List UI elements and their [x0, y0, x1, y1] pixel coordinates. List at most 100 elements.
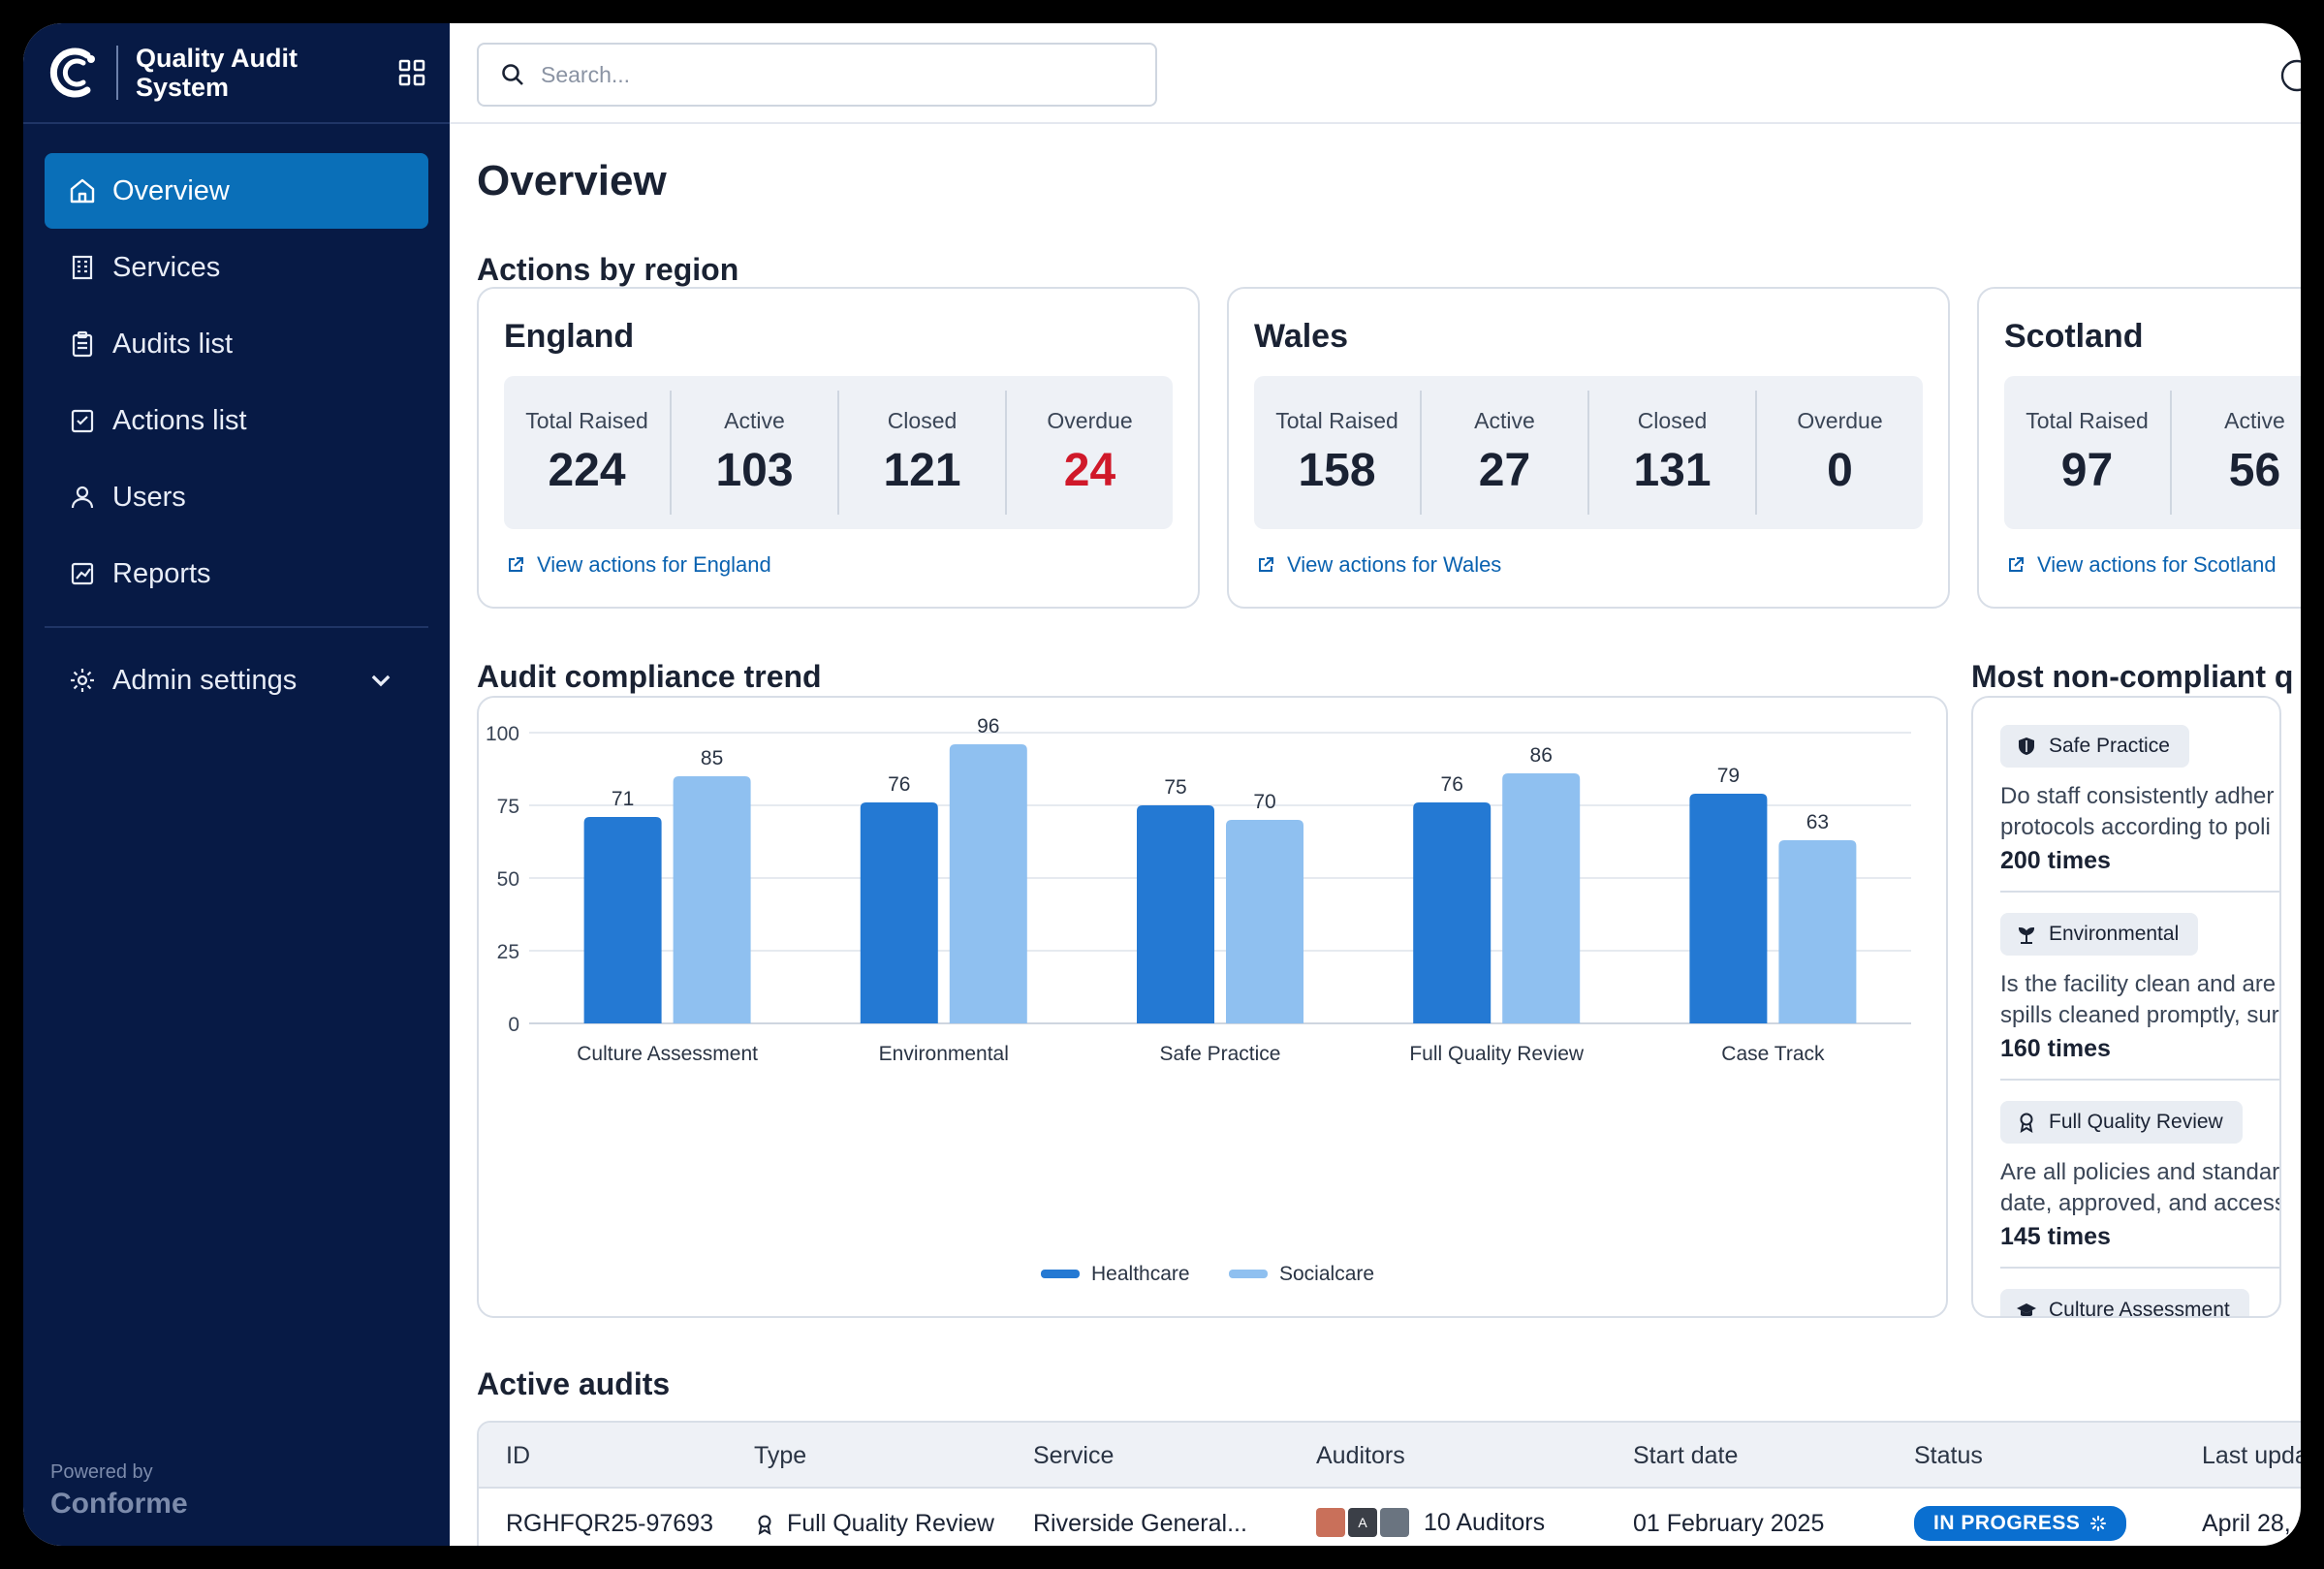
sidebar-item-actions-list[interactable]: Actions list: [45, 383, 428, 458]
category-label: Safe Practice: [2049, 735, 2170, 757]
cell-service: Riverside General...: [1033, 1510, 1247, 1537]
question-line: spills cleaned promptly, sur: [2000, 1002, 2279, 1028]
noncompliant-item[interactable]: Culture Assessment: [2000, 1289, 2279, 1318]
stat-closed: Closed 131: [1587, 391, 1755, 515]
stat-value: 131: [1633, 445, 1712, 496]
bar-healthcare: [1689, 794, 1768, 1023]
stat-label: Total Raised: [1275, 408, 1398, 433]
view-actions-link[interactable]: View actions for England: [506, 552, 771, 578]
grid-menu-icon[interactable]: [397, 58, 426, 87]
status-badge: IN PROGRESS: [1914, 1506, 2127, 1541]
search-input[interactable]: Search...: [477, 43, 1157, 107]
table-row[interactable]: RGHFQR25-97693 Full Quality Review River…: [479, 1489, 2301, 1546]
chevron-down-icon: [371, 675, 391, 687]
column-header-type[interactable]: Type: [754, 1442, 807, 1469]
category-label: Culture Assessment: [2049, 1299, 2230, 1318]
stat-value: 121: [883, 445, 961, 496]
stat-overdue: Overdue 0: [1755, 391, 1923, 515]
sidebar-item-services[interactable]: Services: [45, 230, 428, 305]
help-icon[interactable]: [2279, 58, 2301, 93]
app-title: Quality Audit System: [136, 44, 298, 102]
stat-label: Closed: [887, 408, 958, 433]
auditor-avatars: A: [1316, 1508, 1412, 1537]
compliance-chart-card: 0 25 50 75 100 71 85 Culture Assessment 76 96 Envi…: [477, 696, 1948, 1318]
category-label: Full Quality Review: [2049, 1111, 2223, 1133]
legend-swatch: [1229, 1270, 1268, 1278]
sidebar-item-users[interactable]: Users: [45, 459, 428, 535]
avatar: [1316, 1508, 1345, 1537]
question-line: Is the facility clean and are: [2000, 971, 2277, 997]
stat-value: 103: [715, 445, 794, 496]
bar-socialcare: [1226, 820, 1303, 1023]
view-actions-link[interactable]: View actions for Wales: [1256, 552, 1501, 578]
data-label: 96: [977, 715, 999, 737]
item-divider: [2000, 891, 2279, 893]
external-link-icon: [509, 557, 523, 572]
chart-icon: [71, 562, 94, 585]
x-tick-label: Safe Practice: [1160, 1043, 1281, 1065]
sidebar-item-audits-list[interactable]: Audits list: [45, 306, 428, 382]
stat-active: Active 27: [1420, 391, 1587, 515]
column-header-last-updated[interactable]: Last upda: [2202, 1442, 2301, 1469]
noncompliant-section-title: Most non-compliant q: [1971, 659, 2294, 694]
active-audits-table: ID Type Service Auditors Start date Stat…: [477, 1421, 2301, 1546]
question-text: Is the facility clean and are spills clea…: [2000, 969, 2279, 1031]
column-header-status[interactable]: Status: [1914, 1442, 1983, 1469]
checklist-icon: [71, 409, 94, 433]
bar-socialcare: [1502, 773, 1581, 1023]
powered-by-label: Powered by: [50, 1461, 153, 1483]
award-icon: [2020, 1113, 2033, 1133]
legend-label: Healthcare: [1091, 1263, 1190, 1285]
noncompliant-item[interactable]: Safe Practice Do staff consistently adhe…: [2000, 725, 2279, 893]
x-tick-label: Case Track: [1721, 1043, 1825, 1065]
question-text: Are all policies and standar date, approv…: [2000, 1157, 2280, 1219]
stat-active: Active 56: [2170, 391, 2301, 515]
app-logo-icon: [49, 47, 95, 98]
stat-total-raised: Total Raised 158: [1254, 391, 1420, 515]
table-header: ID Type Service Auditors Start date Stat…: [479, 1423, 2301, 1489]
x-tick-label: Culture Assessment: [577, 1043, 758, 1065]
sidebar-item-overview[interactable]: Overview: [45, 153, 428, 229]
stat-overdue: Overdue 24: [1005, 391, 1173, 515]
regions-section-title: Actions by region: [477, 252, 739, 287]
question-line: Are all policies and standar: [2000, 1159, 2280, 1185]
data-label: 75: [1164, 776, 1186, 799]
noncompliant-card: Safe Practice Do staff consistently adhe…: [1971, 696, 2281, 1318]
gear-icon: [71, 669, 94, 692]
question-count: 200 times: [2000, 847, 2111, 874]
sidebar-item-admin-settings[interactable]: Admin settings: [45, 643, 428, 718]
sidebar-item-label: Services: [112, 251, 221, 283]
data-label: 70: [1253, 791, 1275, 813]
question-line: Do staff consistently adher: [2000, 783, 2275, 809]
brand-divider: [116, 46, 118, 100]
noncompliant-item[interactable]: Full Quality Review Are all policies and…: [2000, 1101, 2280, 1269]
stat-label: Total Raised: [525, 408, 648, 433]
active-audits-title: Active audits: [477, 1366, 671, 1401]
view-actions-link[interactable]: View actions for Scotland: [2006, 552, 2277, 578]
column-header-start-date[interactable]: Start date: [1633, 1442, 1739, 1469]
region-card-wales: Wales Total Raised 158 Active 27 Closed 131…: [1227, 287, 1950, 609]
category-chip: Culture Assessment: [2000, 1289, 2249, 1318]
question-count: 145 times: [2000, 1223, 2111, 1250]
data-label: 76: [1441, 773, 1463, 796]
noncompliant-item[interactable]: Environmental Is the facility clean and …: [2000, 913, 2279, 1081]
stat-value: 0: [1827, 445, 1853, 496]
data-label: 76: [888, 773, 910, 796]
column-header-auditors[interactable]: Auditors: [1316, 1442, 1405, 1469]
building-icon: [72, 255, 93, 280]
stat-value: 97: [2060, 445, 2114, 496]
question-count: 160 times: [2000, 1035, 2111, 1062]
stat-value: 27: [1478, 445, 1531, 496]
stat-closed: Closed 121: [837, 391, 1005, 515]
data-label: 79: [1717, 765, 1740, 787]
sidebar-item-reports[interactable]: Reports: [45, 536, 428, 612]
bar-healthcare: [860, 802, 938, 1023]
page-title: Overview: [477, 157, 667, 204]
cell-type-label: Full Quality Review: [787, 1510, 994, 1537]
region-card-england: England Total Raised 224 Active 103 Closed…: [477, 287, 1200, 609]
status-label: IN PROGRESS: [1933, 1512, 2081, 1534]
x-tick-label: Environmental: [879, 1043, 1009, 1065]
column-header-service[interactable]: Service: [1033, 1442, 1115, 1469]
column-header-id[interactable]: ID: [506, 1442, 530, 1469]
